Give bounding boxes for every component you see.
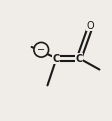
Text: O: O xyxy=(86,21,93,31)
Circle shape xyxy=(34,42,48,57)
Text: C: C xyxy=(52,54,59,64)
Text: −: − xyxy=(37,45,45,55)
Text: C: C xyxy=(74,54,82,64)
